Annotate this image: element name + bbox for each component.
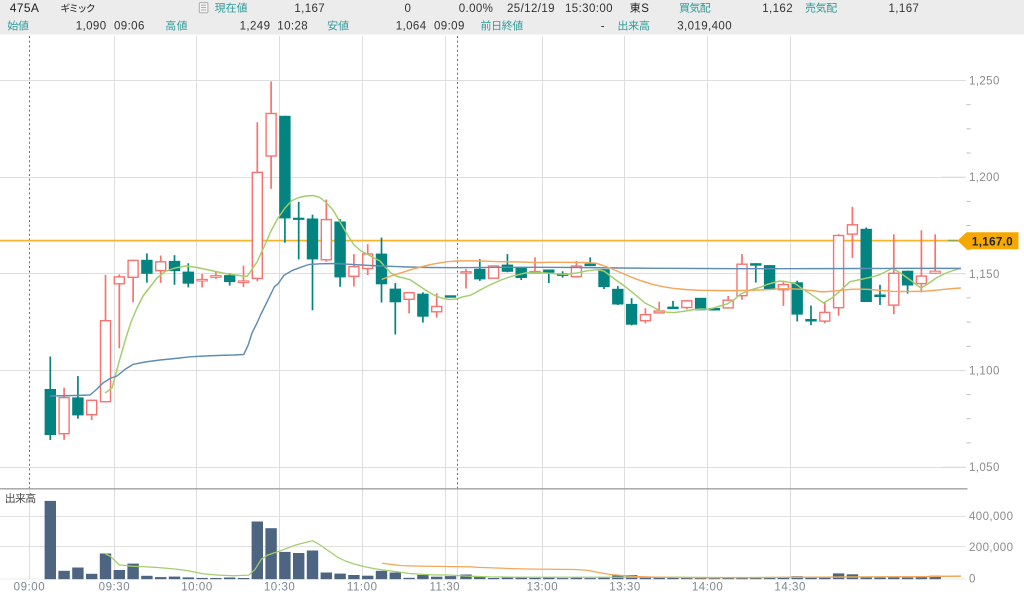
svg-text:09:00: 09:00: [14, 582, 46, 594]
svg-text:15:30:00: 15:30:00: [565, 3, 613, 15]
svg-text:10:30: 10:30: [264, 582, 296, 594]
svg-text:1,167: 1,167: [294, 3, 325, 15]
svg-text:1,167: 1,167: [889, 3, 920, 15]
svg-text:400,000: 400,000: [969, 511, 1013, 523]
svg-text:09:06: 09:06: [114, 21, 145, 33]
svg-text:0: 0: [405, 3, 412, 15]
svg-text:1,064: 1,064: [396, 21, 427, 33]
svg-text:1,162: 1,162: [762, 3, 793, 15]
svg-text:1,167.0: 1,167.0: [972, 236, 1013, 248]
svg-text:0: 0: [969, 574, 976, 586]
svg-text:11:30: 11:30: [429, 582, 460, 594]
svg-text:1,150: 1,150: [969, 269, 1000, 281]
svg-text:11:00: 11:00: [347, 582, 378, 594]
svg-text:475A: 475A: [10, 1, 40, 15]
svg-text:S: S: [641, 3, 649, 15]
svg-text:200,000: 200,000: [969, 542, 1013, 554]
svg-text:14:00: 14:00: [692, 582, 724, 594]
svg-text:-: -: [601, 21, 605, 33]
svg-text:1,200: 1,200: [969, 172, 1000, 184]
svg-text:10:28: 10:28: [277, 21, 308, 33]
svg-text:3,019,400: 3,019,400: [677, 21, 732, 33]
svg-text:09:30: 09:30: [99, 582, 131, 594]
svg-text:1,090: 1,090: [76, 21, 107, 33]
svg-text:09:09: 09:09: [434, 21, 465, 33]
svg-text:13:30: 13:30: [609, 582, 641, 594]
svg-text:1,050: 1,050: [969, 462, 1000, 474]
svg-text:1,250: 1,250: [969, 75, 1000, 87]
svg-text:14:30: 14:30: [774, 582, 806, 594]
svg-text:13:00: 13:00: [527, 582, 559, 594]
svg-text:25/12/19: 25/12/19: [507, 3, 555, 15]
svg-text:1,100: 1,100: [969, 365, 1000, 377]
svg-text:0.00%: 0.00%: [459, 3, 494, 15]
svg-text:1,249: 1,249: [240, 21, 271, 33]
svg-text:10:00: 10:00: [181, 582, 213, 594]
